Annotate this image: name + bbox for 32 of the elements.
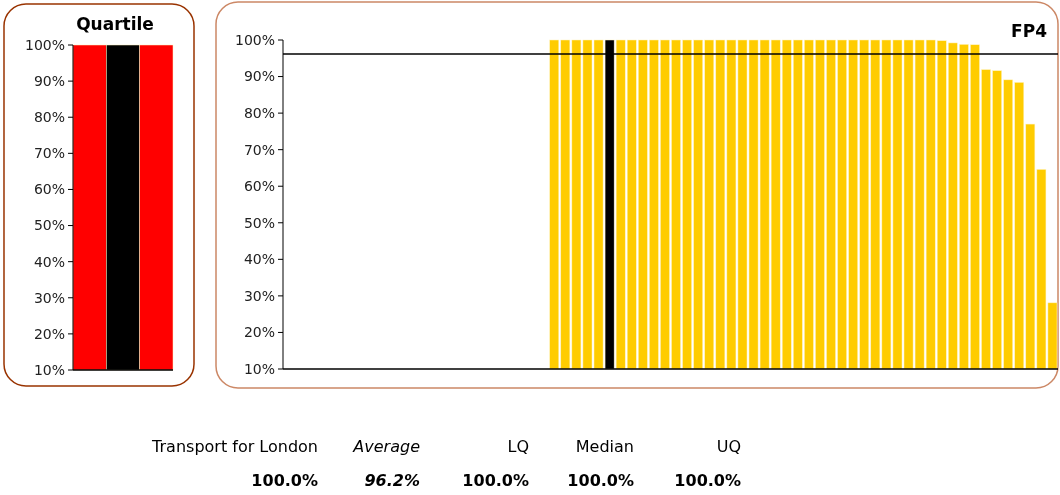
text: Average [352,437,421,456]
text: 100.0% [251,471,318,490]
y-tick-label: 60% [33,181,65,198]
y-tick-label: 30% [33,289,65,306]
y-tick-label: 80% [33,109,65,126]
y-tick-label: 20% [33,325,65,342]
text: 100.0% [674,471,741,490]
y-tick-label: 50% [243,214,275,231]
y-tick-label: 80% [243,105,275,122]
text: Transport for London [151,437,318,456]
y-tick-label: 100% [234,31,275,48]
y-tick-label: 10% [243,360,275,377]
text: Median [575,437,634,456]
y-tick-label: 100% [24,36,65,53]
y-tick-label: 70% [243,141,275,158]
chart-title: FP4 [1011,21,1048,41]
y-tick-label: 10% [33,361,65,378]
text: UQ [716,437,741,456]
y-tick-label: 30% [243,287,275,304]
y-tick-label: 70% [33,145,65,162]
y-tick-label: 90% [33,73,65,90]
y-tick-label: 40% [243,251,275,268]
text: 100.0% [462,471,529,490]
text: 100.0% [567,471,634,490]
text: 96.2% [364,471,420,490]
y-tick-label: 50% [33,217,65,234]
chart-title: Quartile [76,14,154,34]
text: LQ [507,437,529,456]
y-tick-label: 40% [33,253,65,270]
y-tick-label: 20% [243,324,275,341]
y-tick-label: 90% [243,68,275,85]
y-tick-label: 60% [243,178,275,195]
